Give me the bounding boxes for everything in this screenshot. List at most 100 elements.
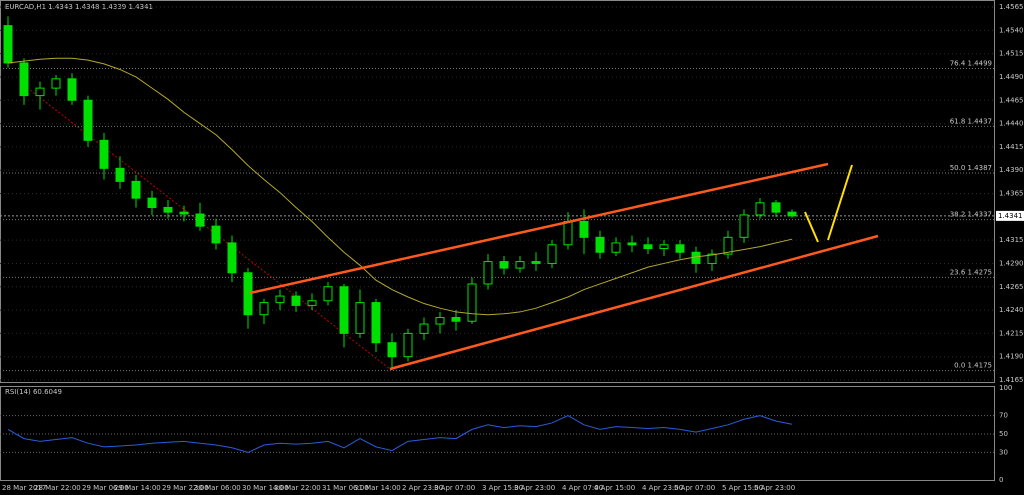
candle-body xyxy=(531,261,541,264)
candle-body xyxy=(675,244,685,253)
arrow-down xyxy=(804,211,819,243)
candle-body xyxy=(643,244,653,250)
candle-body xyxy=(67,78,77,101)
candle-body xyxy=(547,244,557,264)
candle-body xyxy=(723,236,733,255)
x-tick-label: 31 Mar 06:00 xyxy=(322,484,369,492)
candle-body xyxy=(19,62,29,97)
y-tick-label: 30 xyxy=(999,448,1008,456)
candle-body xyxy=(211,225,221,244)
y-tick-label: 1.4215 xyxy=(999,329,1024,337)
candle-body xyxy=(387,342,397,358)
y-tick-label: 1.4265 xyxy=(999,283,1024,291)
fib-label: 23.6 1.4275 xyxy=(950,268,992,276)
rsi-line xyxy=(7,415,793,453)
x-tick-label: 29 Mar 14:00 xyxy=(114,484,161,492)
candle-body xyxy=(83,99,93,141)
candle-body xyxy=(451,317,461,322)
drawings xyxy=(249,162,879,371)
candle-body xyxy=(419,323,429,334)
x-tick-label: 3 Apr 23:00 xyxy=(514,484,555,492)
candle-body xyxy=(163,206,173,213)
candle-body xyxy=(755,202,765,216)
candle-body xyxy=(147,197,157,208)
candle-body xyxy=(275,295,285,304)
x-tick-label: 2 Apr 23:00 xyxy=(402,484,443,492)
fib-label: 61.8 1.4437 xyxy=(950,117,992,125)
candle-body xyxy=(99,139,109,169)
rsi-frame xyxy=(0,386,995,481)
candle-body xyxy=(35,87,45,97)
x-tick-label: 5 Apr 23:00 xyxy=(754,484,795,492)
fib-label: 76.4 1.4499 xyxy=(950,60,992,68)
y-tick-label: 1.4540 xyxy=(999,26,1024,34)
x-tick-label: 28 Mar 22:00 xyxy=(34,484,81,492)
main-frame xyxy=(0,0,995,383)
y-tick-label: 1.4365 xyxy=(999,190,1024,198)
y-tick-label: 1.4390 xyxy=(999,166,1024,174)
y-tick-label: 1.4190 xyxy=(999,353,1024,361)
candle-body xyxy=(483,261,493,285)
candle-body xyxy=(563,220,573,246)
y-tick-label: 1.4240 xyxy=(999,306,1024,314)
y-tick-label: 1.4565 xyxy=(999,3,1024,11)
x-tick-label: 4 Apr 15:00 xyxy=(594,484,635,492)
fib-label: 0.0 1.4175 xyxy=(954,362,992,370)
candle-body xyxy=(403,332,413,358)
y-tick-label: 1.4515 xyxy=(999,50,1024,58)
y-tick-label: 0 xyxy=(999,476,1003,484)
y-tick-label: 1.4165 xyxy=(999,376,1024,384)
candle-body xyxy=(739,214,749,238)
y-tick-label: 1.4290 xyxy=(999,259,1024,267)
x-tick-label: 30 Mar 22:00 xyxy=(274,484,321,492)
x-tick-label: 28 Mar 2017 xyxy=(2,484,46,492)
candle-body xyxy=(371,302,381,344)
candle-body xyxy=(339,286,349,334)
y-tick-label: 1.4415 xyxy=(999,143,1024,151)
candle-body xyxy=(707,253,717,264)
channel-lower xyxy=(389,234,879,371)
chart-title: EURCAD,H1 1.4343 1.4348 1.4339 1.4341 xyxy=(5,3,153,11)
channel-upper xyxy=(249,162,829,295)
x-tick-label: 3 Apr 07:00 xyxy=(434,484,475,492)
y-tick-label: 1.4315 xyxy=(999,236,1024,244)
candle-body xyxy=(179,211,189,215)
x-tick-label: 4 Apr 23:00 xyxy=(642,484,683,492)
candle-body xyxy=(595,236,605,253)
rsi-title: RSI(14) 60.6049 xyxy=(5,388,62,396)
y-tick-label: 1.4490 xyxy=(999,73,1024,81)
fib-label: 50.0 1.4387 xyxy=(950,164,992,172)
candle-body xyxy=(435,317,445,325)
x-tick-label: 3 Apr 15:00 xyxy=(482,484,523,492)
candle-body xyxy=(659,244,669,250)
y-tick-label: 70 xyxy=(999,412,1008,420)
candle-body xyxy=(131,180,141,199)
moving-average xyxy=(7,57,793,316)
last-price-label: 1.4341 xyxy=(998,212,1023,220)
candle-body xyxy=(3,25,13,64)
y-tick-label: 100 xyxy=(999,384,1012,392)
x-tick-label: 30 Mar 14:00 xyxy=(242,484,289,492)
x-tick-label: 29 Mar 22:00 xyxy=(162,484,209,492)
candle-body xyxy=(515,261,525,269)
x-tick-label: 5 Apr 07:00 xyxy=(674,484,715,492)
x-tick-label: 5 Apr 15:00 xyxy=(722,484,763,492)
candle-body xyxy=(115,167,125,182)
arrow-up xyxy=(827,164,853,241)
x-tick-label: 29 Mar 06:00 xyxy=(82,484,129,492)
candle-body xyxy=(771,202,781,213)
candle-body xyxy=(627,242,637,246)
candle-body xyxy=(51,78,61,89)
x-tick-label: 30 Mar 06:00 xyxy=(194,484,241,492)
candle-body xyxy=(195,213,205,227)
x-tick-label: 4 Apr 07:00 xyxy=(562,484,603,492)
marks: 1.4565 1.4540 1.4515 1.4490 1.4465 1.4440 1.44… xyxy=(0,3,1024,492)
candle-body xyxy=(579,220,589,238)
y-tick-label: 1.4440 xyxy=(999,120,1024,128)
candle-body xyxy=(307,300,317,306)
candle-body xyxy=(611,242,621,253)
candle-body xyxy=(259,302,269,316)
last-price-box xyxy=(996,210,1024,221)
